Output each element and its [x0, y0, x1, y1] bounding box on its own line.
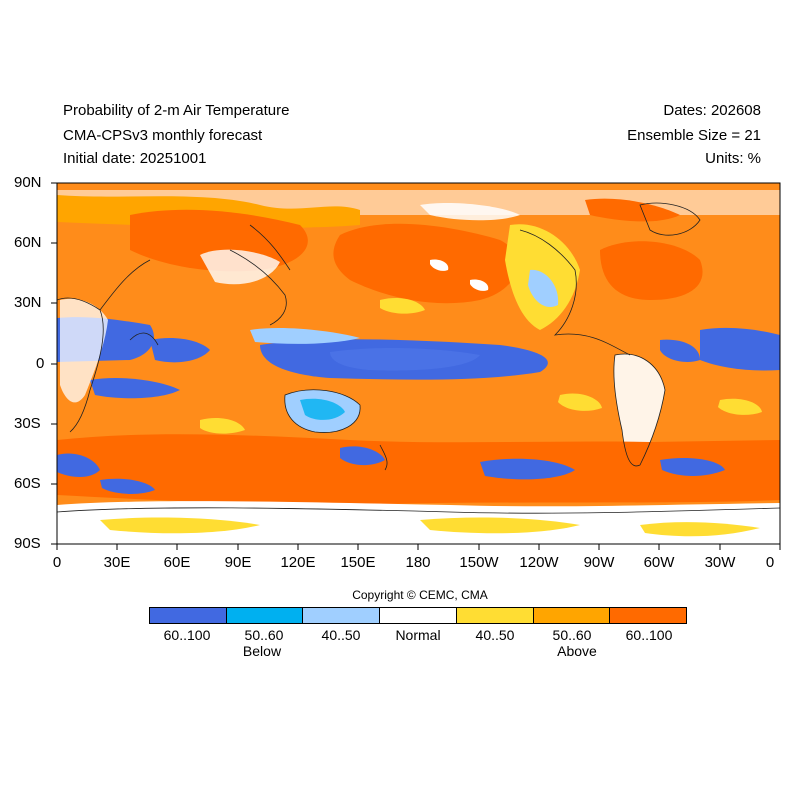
- lat-tick: 60N: [14, 234, 42, 251]
- legend-colorbar: [149, 607, 687, 624]
- lat-tick: 60S: [14, 475, 41, 492]
- lon-tick: 90E: [224, 554, 252, 571]
- legend-group-below: Below: [242, 643, 282, 659]
- legend-label: 50..60: [244, 627, 284, 643]
- legend-swatch: [456, 608, 534, 623]
- legend-label: 50..60: [552, 627, 592, 643]
- legend-swatch: [303, 608, 381, 623]
- legend-swatch: [610, 608, 687, 623]
- coastlines: [57, 202, 780, 514]
- lon-tick: 150E: [340, 554, 376, 571]
- lon-tick: 150W: [459, 554, 499, 571]
- map-title: Probability of 2-m Air Temperature: [63, 102, 290, 119]
- lon-tick: 30W: [704, 554, 736, 571]
- legend-label: Normal: [395, 627, 441, 643]
- legend-swatch: [380, 608, 457, 623]
- anomaly-fields: [57, 190, 780, 544]
- lon-tick: 0: [52, 554, 62, 571]
- legend-group-above: Above: [557, 643, 597, 659]
- legend-label: 40..50: [475, 627, 515, 643]
- lon-tick: 30E: [103, 554, 131, 571]
- initial-date: Initial date: 20251001: [63, 150, 207, 167]
- lon-tick: 0: [765, 554, 775, 571]
- lon-tick: 60E: [163, 554, 191, 571]
- lat-tick: 90N: [14, 174, 42, 191]
- lat-tick: 30N: [14, 294, 42, 311]
- lon-tick: 60W: [643, 554, 675, 571]
- legend-label: 60..100: [625, 627, 673, 643]
- forecast-dates: Dates: 202608: [663, 102, 761, 119]
- units: Units: %: [705, 150, 761, 167]
- lon-tick: 120E: [280, 554, 316, 571]
- lon-tick: 90W: [583, 554, 615, 571]
- lat-tick: 30S: [14, 415, 41, 432]
- legend-label: 40..50: [321, 627, 361, 643]
- lat-tick: 90S: [14, 535, 41, 552]
- lat-tick: 0: [36, 355, 45, 372]
- legend-swatch: [150, 608, 227, 623]
- legend-swatch: [533, 608, 611, 623]
- lon-tick: 180: [405, 554, 431, 571]
- axis-ticks: [51, 182, 781, 550]
- legend-label: 60..100: [163, 627, 211, 643]
- ensemble-size: Ensemble Size = 21: [627, 127, 761, 144]
- model-name: CMA-CPSv3 monthly forecast: [63, 127, 263, 144]
- copyright: Copyright © CEMC, CMA: [352, 588, 488, 602]
- legend-swatch: [226, 608, 304, 623]
- lon-tick: 120W: [519, 554, 559, 571]
